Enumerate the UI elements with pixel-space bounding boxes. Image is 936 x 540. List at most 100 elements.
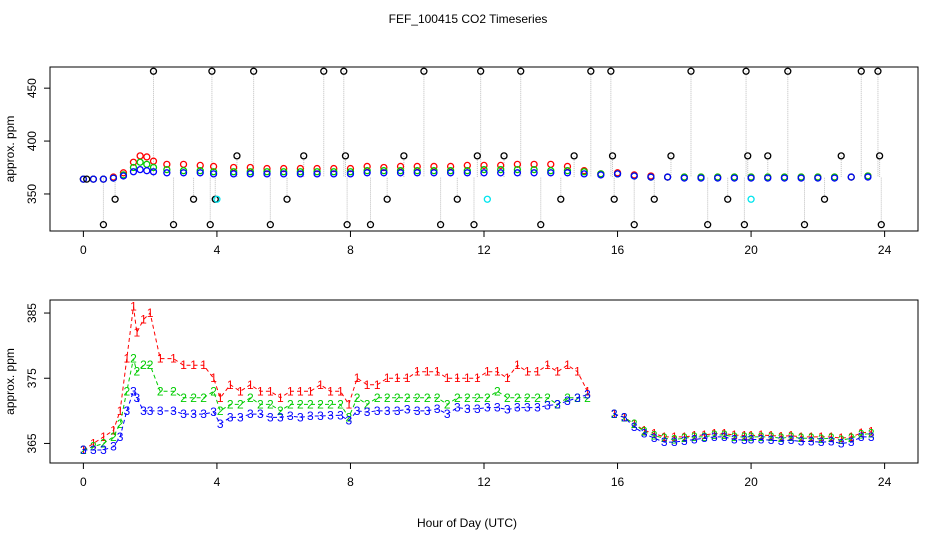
point-series-2 xyxy=(446,167,455,175)
point-series-2 xyxy=(513,165,522,174)
series-marker-3: 3 xyxy=(524,401,531,415)
point-series-1 xyxy=(129,158,138,166)
series-marker-1b: 1 xyxy=(671,430,678,444)
point-series-3 xyxy=(109,174,118,182)
series-marker-2: 2 xyxy=(394,391,401,405)
series-marker-1b: 1 xyxy=(681,430,688,444)
point-series-reference xyxy=(341,152,350,160)
point-series-reference xyxy=(300,152,308,160)
series-marker-2b: 2 xyxy=(711,428,718,442)
series-marker-3b: 3 xyxy=(701,431,708,445)
series-marker-3: 3 xyxy=(345,414,352,428)
series-marker-3: 3 xyxy=(140,404,147,418)
point-series-1 xyxy=(380,163,388,172)
point-series-reference xyxy=(283,195,291,203)
point-series-3 xyxy=(530,169,538,177)
top-panel: 0 4 8 12 16 20 24 350 400 450 approx. ppm xyxy=(3,66,919,257)
series-marker-3: 3 xyxy=(80,443,87,457)
series-marker-2: 2 xyxy=(297,397,304,411)
series-marker-2: 2 xyxy=(374,391,381,405)
series-marker-1: 1 xyxy=(464,371,471,385)
series-marker-1: 1 xyxy=(123,352,130,366)
point-series-reference xyxy=(473,152,481,160)
series-marker-2: 2 xyxy=(210,384,217,398)
point-series-reference xyxy=(340,67,348,75)
series-marker-3b: 3 xyxy=(798,434,805,448)
series-marker-3: 3 xyxy=(180,407,187,421)
point-series-reference xyxy=(470,221,478,229)
series-marker-1: 1 xyxy=(307,384,314,398)
x-tick-label: 12 xyxy=(477,475,491,489)
series-marker-1c: 1 xyxy=(768,429,775,443)
series-marker-1: 1 xyxy=(227,378,234,392)
series-marker-2b: 2 xyxy=(741,430,748,444)
series-marker-1: 1 xyxy=(147,306,154,320)
series-marker-3: 3 xyxy=(90,443,97,457)
point-series-3 xyxy=(446,169,455,177)
series-marker-2: 2 xyxy=(217,404,224,418)
series-marker-2: 2 xyxy=(307,397,314,411)
series-marker-2: 2 xyxy=(267,397,274,411)
series-marker-1: 1 xyxy=(534,365,541,379)
series-marker-3: 3 xyxy=(574,391,581,405)
point-series-2 xyxy=(246,168,254,176)
series-marker-2: 2 xyxy=(454,391,461,405)
point-series-3 xyxy=(129,168,138,176)
series-marker-2: 2 xyxy=(227,397,234,411)
series-marker-1: 1 xyxy=(317,378,324,392)
series-marker-2: 2 xyxy=(147,358,154,372)
series-marker-1: 1 xyxy=(424,365,431,379)
x-tick-label: 0 xyxy=(80,475,87,489)
y-axis-label: approx. ppm xyxy=(3,116,17,183)
point-series-1 xyxy=(280,164,288,173)
point-series-reference xyxy=(477,67,485,75)
point-series-3 xyxy=(797,174,805,182)
series-marker-2: 2 xyxy=(170,384,177,398)
series-marker-1b: 1 xyxy=(731,428,738,442)
series-marker-1: 1 xyxy=(100,430,107,444)
point-series-reference xyxy=(266,221,274,229)
point-series-2 xyxy=(413,167,421,175)
point-series-1 xyxy=(480,161,488,170)
series-marker-2: 2 xyxy=(364,397,371,411)
series-marker-2: 2 xyxy=(277,404,284,418)
series-marker-3: 3 xyxy=(374,404,381,418)
series-marker-2: 2 xyxy=(117,417,124,431)
series-marker-1: 1 xyxy=(444,371,451,385)
series-marker-2: 2 xyxy=(247,391,254,405)
point-series-calibration xyxy=(213,195,221,203)
series-marker-1: 1 xyxy=(287,384,294,398)
series-marker-1: 1 xyxy=(247,378,254,392)
series-marker-3: 3 xyxy=(564,394,571,408)
series-marker-2: 2 xyxy=(494,384,501,398)
series-marker-1: 1 xyxy=(110,423,117,437)
point-series-reference xyxy=(111,195,119,203)
point-series-reference xyxy=(837,152,845,160)
point-series-3 xyxy=(396,169,405,177)
point-series-3 xyxy=(346,170,355,178)
series-marker-1: 1 xyxy=(494,365,501,379)
series-marker-3: 3 xyxy=(444,407,451,421)
point-series-reference xyxy=(724,195,732,203)
series-marker-1: 1 xyxy=(117,404,124,418)
series-marker-1: 1 xyxy=(584,384,591,398)
series-marker-2b: 2 xyxy=(798,431,805,445)
x-tick-label: 24 xyxy=(878,475,892,489)
point-series-2 xyxy=(497,165,505,174)
series-marker-3b: 3 xyxy=(691,433,698,447)
series-marker-1: 1 xyxy=(345,397,352,411)
series-marker-1: 1 xyxy=(544,358,551,372)
point-series-3 xyxy=(814,174,822,182)
x-axis-label: Hour of Day (UTC) xyxy=(417,516,517,530)
series-marker-1: 1 xyxy=(210,371,217,385)
series-marker-1: 1 xyxy=(384,371,391,385)
point-series-reference xyxy=(537,221,545,229)
x-tick-label: 0 xyxy=(80,243,87,257)
point-series-3 xyxy=(764,174,772,182)
point-series-3 xyxy=(830,174,839,182)
x-tick-label: 16 xyxy=(611,243,625,257)
point-series-3 xyxy=(163,169,171,177)
point-series-3 xyxy=(513,169,522,177)
series-marker-3: 3 xyxy=(414,404,421,418)
